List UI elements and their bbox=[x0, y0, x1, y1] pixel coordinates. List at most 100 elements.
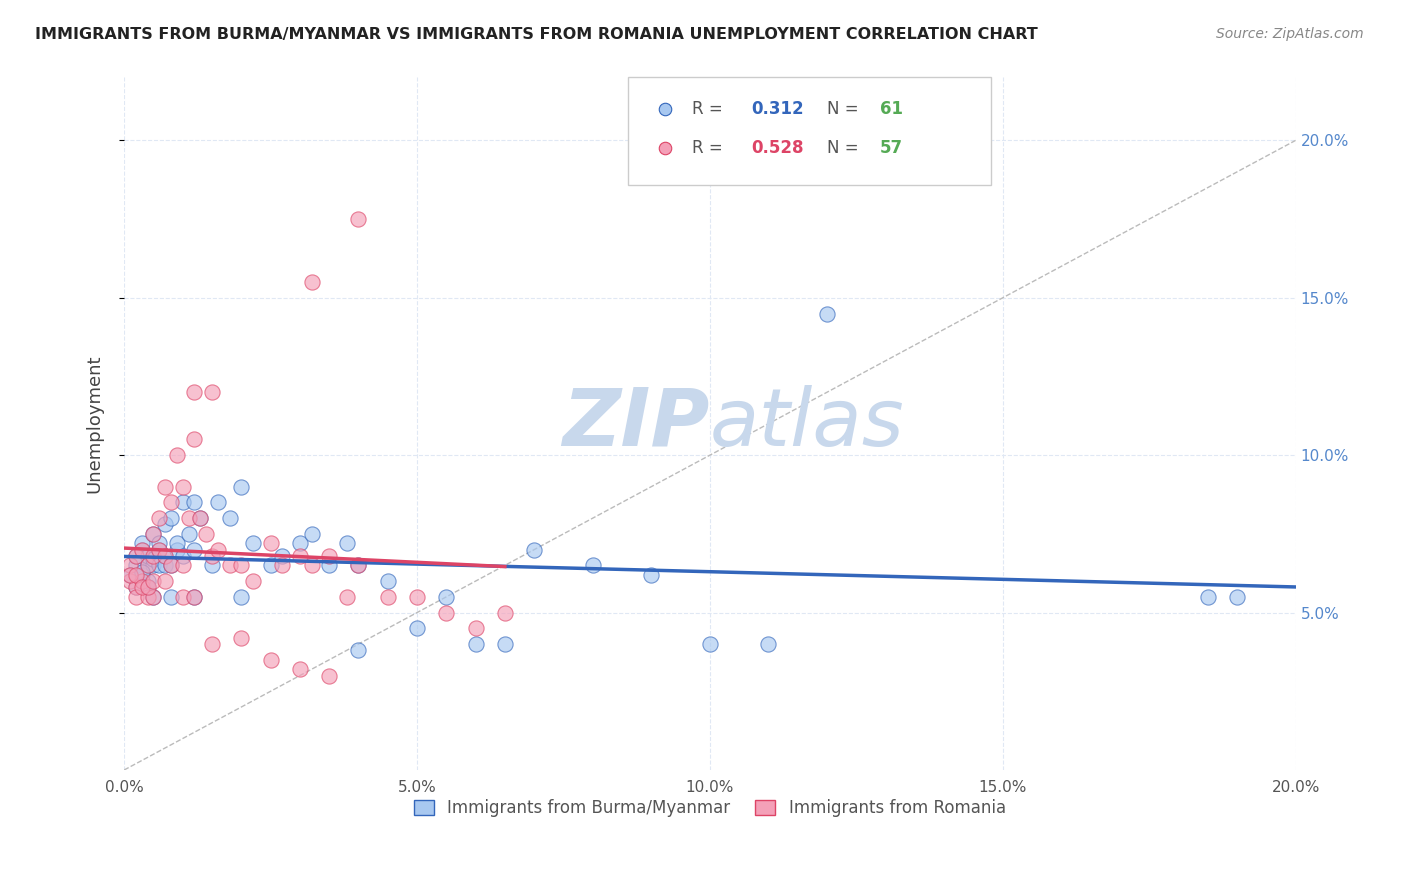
Point bbox=[136, 574, 159, 588]
Point bbox=[131, 536, 153, 550]
Point bbox=[183, 433, 205, 447]
Text: IMMIGRANTS FROM BURMA/MYANMAR VS IMMIGRANTS FROM ROMANIA UNEMPLOYMENT CORRELATIO: IMMIGRANTS FROM BURMA/MYANMAR VS IMMIGRA… bbox=[35, 27, 1038, 42]
Point bbox=[118, 567, 141, 582]
Point bbox=[172, 590, 194, 604]
Point bbox=[142, 574, 165, 588]
Point bbox=[125, 549, 148, 563]
Point bbox=[207, 542, 229, 557]
Point bbox=[207, 495, 229, 509]
Point bbox=[148, 511, 170, 525]
Point bbox=[131, 542, 153, 557]
Point bbox=[523, 542, 546, 557]
Point bbox=[640, 567, 662, 582]
Point bbox=[131, 565, 153, 579]
Point bbox=[336, 536, 359, 550]
Point bbox=[1197, 590, 1219, 604]
Point bbox=[195, 527, 218, 541]
Point bbox=[699, 637, 721, 651]
Text: 0.528: 0.528 bbox=[751, 139, 803, 157]
Point bbox=[118, 558, 141, 573]
Point bbox=[582, 558, 605, 573]
Point bbox=[242, 574, 264, 588]
Point bbox=[153, 517, 176, 532]
Point bbox=[288, 536, 311, 550]
Point bbox=[118, 574, 141, 588]
Point bbox=[160, 495, 183, 509]
Point bbox=[160, 590, 183, 604]
Point bbox=[148, 536, 170, 550]
Point bbox=[125, 567, 148, 582]
Point bbox=[142, 590, 165, 604]
Point bbox=[118, 567, 141, 582]
Point bbox=[125, 558, 148, 573]
Point bbox=[318, 558, 340, 573]
Text: R =: R = bbox=[692, 100, 728, 118]
Text: N =: N = bbox=[827, 139, 863, 157]
Point bbox=[231, 631, 253, 645]
Point bbox=[271, 558, 294, 573]
Text: N =: N = bbox=[827, 100, 863, 118]
Point bbox=[125, 581, 148, 595]
Point bbox=[301, 558, 323, 573]
Point bbox=[271, 549, 294, 563]
Point bbox=[201, 637, 224, 651]
Point bbox=[259, 653, 281, 667]
Text: 0.312: 0.312 bbox=[751, 100, 803, 118]
Point bbox=[301, 527, 323, 541]
Point bbox=[153, 574, 176, 588]
Point bbox=[136, 558, 159, 573]
Point bbox=[288, 662, 311, 676]
Point bbox=[758, 637, 780, 651]
Point bbox=[318, 549, 340, 563]
Y-axis label: Unemployment: Unemployment bbox=[86, 354, 103, 493]
Text: 61: 61 bbox=[880, 100, 903, 118]
Point bbox=[336, 590, 359, 604]
Text: R =: R = bbox=[692, 139, 728, 157]
Point bbox=[172, 549, 194, 563]
Point bbox=[131, 542, 153, 557]
Point bbox=[166, 536, 188, 550]
Point bbox=[136, 581, 159, 595]
Point bbox=[183, 590, 205, 604]
Point bbox=[142, 552, 165, 566]
Point bbox=[172, 480, 194, 494]
Point bbox=[136, 581, 159, 595]
Point bbox=[166, 542, 188, 557]
Point bbox=[231, 590, 253, 604]
Point bbox=[153, 549, 176, 563]
Point bbox=[201, 549, 224, 563]
Point bbox=[148, 542, 170, 557]
Point bbox=[160, 511, 183, 525]
Point bbox=[136, 558, 159, 573]
Point bbox=[125, 590, 148, 604]
Point bbox=[188, 511, 211, 525]
Point bbox=[201, 385, 224, 400]
FancyBboxPatch shape bbox=[628, 78, 991, 185]
Point bbox=[259, 536, 281, 550]
Point bbox=[183, 590, 205, 604]
Point bbox=[131, 581, 153, 595]
Point bbox=[131, 567, 153, 582]
Point bbox=[464, 621, 486, 635]
Point bbox=[148, 542, 170, 557]
Point bbox=[377, 574, 399, 588]
Point bbox=[177, 527, 200, 541]
Point bbox=[406, 621, 429, 635]
Point bbox=[153, 480, 176, 494]
Point bbox=[172, 495, 194, 509]
Point bbox=[1226, 590, 1249, 604]
Point bbox=[136, 549, 159, 563]
Point bbox=[218, 511, 240, 525]
Point bbox=[347, 212, 370, 227]
Point bbox=[434, 606, 457, 620]
Point bbox=[218, 558, 240, 573]
Point bbox=[434, 590, 457, 604]
Point bbox=[231, 480, 253, 494]
Text: Source: ZipAtlas.com: Source: ZipAtlas.com bbox=[1216, 27, 1364, 41]
Point bbox=[142, 527, 165, 541]
Point bbox=[347, 558, 370, 573]
Point bbox=[160, 558, 183, 573]
Point bbox=[131, 574, 153, 588]
Point bbox=[183, 385, 205, 400]
Point bbox=[377, 590, 399, 604]
